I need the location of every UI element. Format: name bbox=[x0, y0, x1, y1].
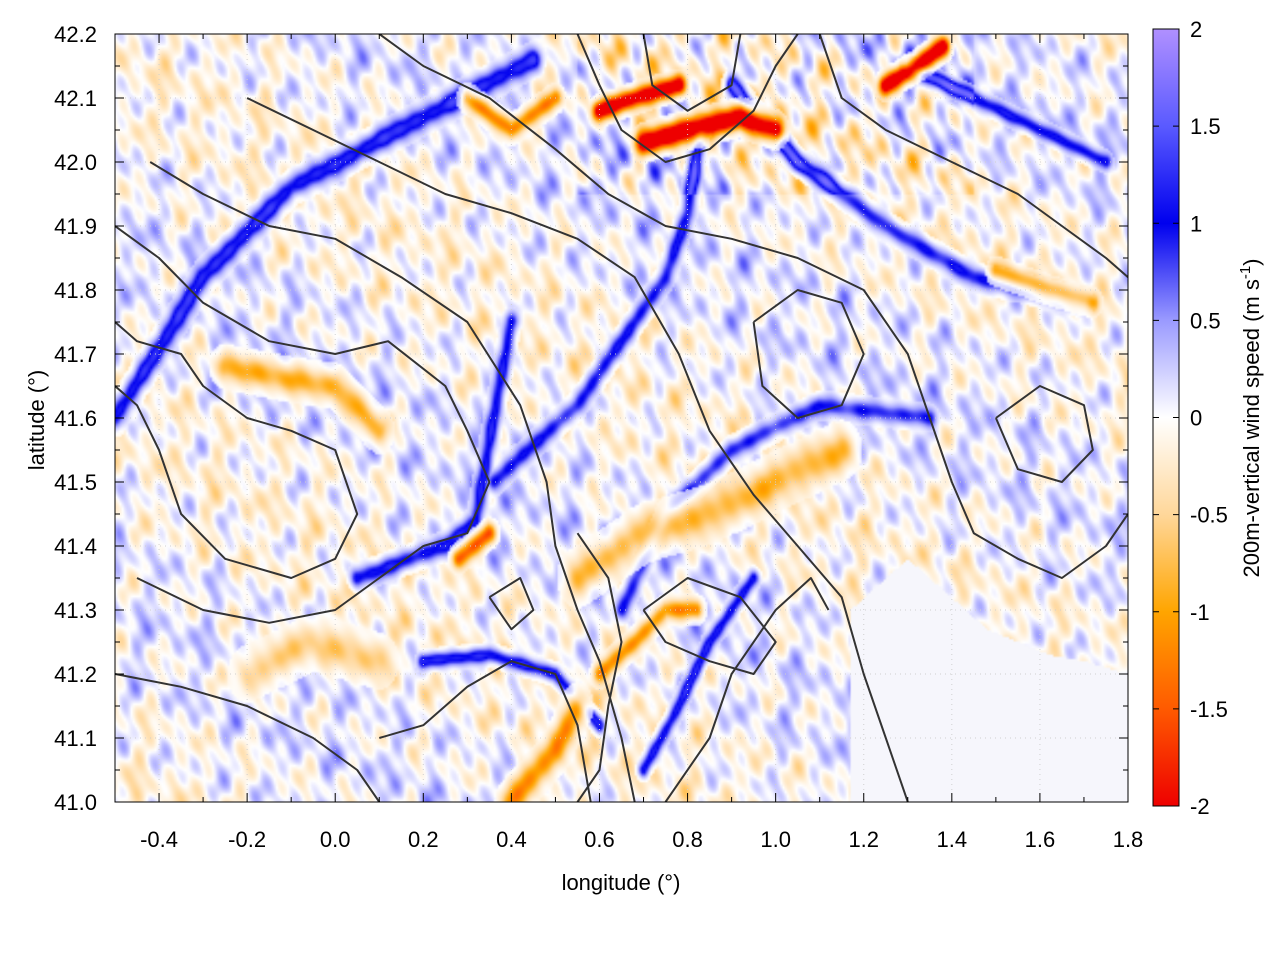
contour-line bbox=[379, 660, 592, 802]
contour-line bbox=[488, 577, 535, 631]
y-tick-label: 41.1 bbox=[54, 726, 97, 751]
y-tick-label: 41.2 bbox=[54, 662, 97, 687]
y-tick-label: 41.5 bbox=[54, 470, 97, 495]
contour-line bbox=[752, 289, 865, 419]
colorbar-tick-label: 1 bbox=[1190, 211, 1202, 236]
colorbar: 2 1.5 1 0.5 0 -0.5 -1 -1.5 -2 200m-vertical wind… bbox=[1152, 17, 1264, 819]
x-tick-label: 0.2 bbox=[408, 827, 439, 852]
plot-area bbox=[115, 34, 1128, 802]
contour-line bbox=[378, 34, 1128, 579]
colorbar-tick-label: -2 bbox=[1190, 794, 1210, 819]
colorbar-tick-label: -1.5 bbox=[1190, 697, 1228, 722]
x-axis: -0.4 -0.2 0.0 0.2 0.4 0.6 0.8 1.0 1.2 1.4 1.6 1.8 bbox=[114, 34, 1144, 852]
colorbar-label-close: ) bbox=[1239, 258, 1264, 265]
colorbar-label-text: 200m-vertical wind speed (m s bbox=[1239, 279, 1264, 577]
y-tick-label: 41.3 bbox=[54, 598, 97, 623]
x-tick-label: 1.8 bbox=[1113, 827, 1144, 852]
y-axis: 41.0 41.1 41.2 41.3 41.4 41.5 41.6 41.7 41.8 41.9… bbox=[54, 22, 1128, 815]
contour-line bbox=[818, 34, 1128, 278]
contour-line bbox=[576, 34, 799, 163]
x-tick-label: 1.0 bbox=[760, 827, 791, 852]
contour-line bbox=[115, 321, 359, 579]
colorbar-tick-label: 0 bbox=[1190, 406, 1202, 431]
x-tick-label: 0.8 bbox=[672, 827, 703, 852]
y-tick-label: 41.6 bbox=[54, 406, 97, 431]
x-tick-label: 1.6 bbox=[1025, 827, 1056, 852]
colorbar-tick-label: -0.5 bbox=[1190, 503, 1228, 528]
colorbar-ticks: 2 1.5 1 0.5 0 -0.5 -1 -1.5 -2 bbox=[1153, 17, 1228, 819]
contour-line bbox=[994, 385, 1094, 483]
x-tick-label: 0.0 bbox=[320, 827, 351, 852]
y-tick-label: 41.9 bbox=[54, 214, 97, 239]
y-tick-label: 41.7 bbox=[54, 342, 97, 367]
y-tick-label: 42.2 bbox=[54, 22, 97, 47]
x-axis-label: longitude (°) bbox=[562, 870, 681, 895]
y-tick-label: 42.0 bbox=[54, 150, 97, 175]
contour-lines bbox=[115, 34, 1128, 802]
contour-line bbox=[664, 577, 830, 802]
y-tick-label: 41.4 bbox=[54, 534, 97, 559]
contour-line bbox=[115, 673, 381, 802]
contour-line bbox=[642, 34, 742, 112]
x-tick-label: 1.2 bbox=[848, 827, 879, 852]
grid-lines bbox=[115, 34, 1128, 802]
y-tick-label: 41.0 bbox=[54, 790, 97, 815]
colorbar-tick-label: 0.5 bbox=[1190, 308, 1221, 333]
x-tick-label: 0.4 bbox=[496, 827, 527, 852]
contour-line bbox=[149, 161, 636, 802]
colorbar-label: 200m-vertical wind speed (m s-1) bbox=[1237, 258, 1264, 577]
contour-line bbox=[576, 532, 623, 802]
colorbar-label-superscript: -1 bbox=[1237, 266, 1254, 279]
x-tick-label: -0.4 bbox=[140, 827, 178, 852]
x-tick-label: 1.4 bbox=[937, 827, 968, 852]
y-tick-label: 41.8 bbox=[54, 278, 97, 303]
y-tick-label: 42.1 bbox=[54, 86, 97, 111]
x-tick-label: 0.6 bbox=[584, 827, 615, 852]
x-tick-label: -0.2 bbox=[228, 827, 266, 852]
colorbar-tick-label: 1.5 bbox=[1190, 114, 1221, 139]
contour-line bbox=[246, 97, 909, 802]
heatmap-field bbox=[115, 34, 1128, 802]
contour-line bbox=[115, 225, 491, 624]
colorbar-tick-label: 2 bbox=[1190, 17, 1202, 42]
y-axis-label: latitude (°) bbox=[24, 370, 49, 471]
contour-line bbox=[642, 577, 777, 675]
colorbar-tick-label: -1 bbox=[1190, 600, 1210, 625]
